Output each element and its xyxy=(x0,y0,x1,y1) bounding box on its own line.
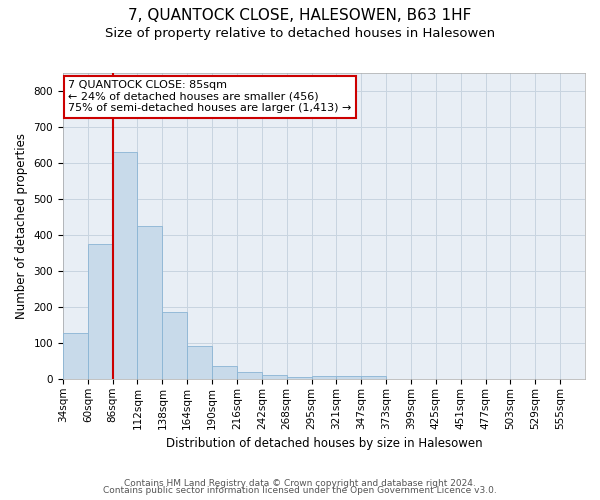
Bar xyxy=(63,333,88,379)
Bar xyxy=(137,226,163,379)
Text: 7 QUANTOCK CLOSE: 85sqm
← 24% of detached houses are smaller (456)
75% of semi-d: 7 QUANTOCK CLOSE: 85sqm ← 24% of detache… xyxy=(68,80,352,114)
Bar xyxy=(163,312,187,379)
Bar xyxy=(287,376,311,379)
Bar xyxy=(187,346,212,379)
X-axis label: Distribution of detached houses by size in Halesowen: Distribution of detached houses by size … xyxy=(166,437,482,450)
Bar xyxy=(311,376,337,379)
Text: Contains public sector information licensed under the Open Government Licence v3: Contains public sector information licen… xyxy=(103,486,497,495)
Text: Contains HM Land Registry data © Crown copyright and database right 2024.: Contains HM Land Registry data © Crown c… xyxy=(124,478,476,488)
Y-axis label: Number of detached properties: Number of detached properties xyxy=(15,132,28,318)
Bar xyxy=(262,376,287,379)
Bar xyxy=(237,372,262,379)
Bar xyxy=(88,244,113,379)
Bar xyxy=(361,376,386,379)
Text: Size of property relative to detached houses in Halesowen: Size of property relative to detached ho… xyxy=(105,28,495,40)
Bar xyxy=(212,366,237,379)
Bar xyxy=(337,376,361,379)
Bar xyxy=(113,152,137,379)
Text: 7, QUANTOCK CLOSE, HALESOWEN, B63 1HF: 7, QUANTOCK CLOSE, HALESOWEN, B63 1HF xyxy=(128,8,472,22)
